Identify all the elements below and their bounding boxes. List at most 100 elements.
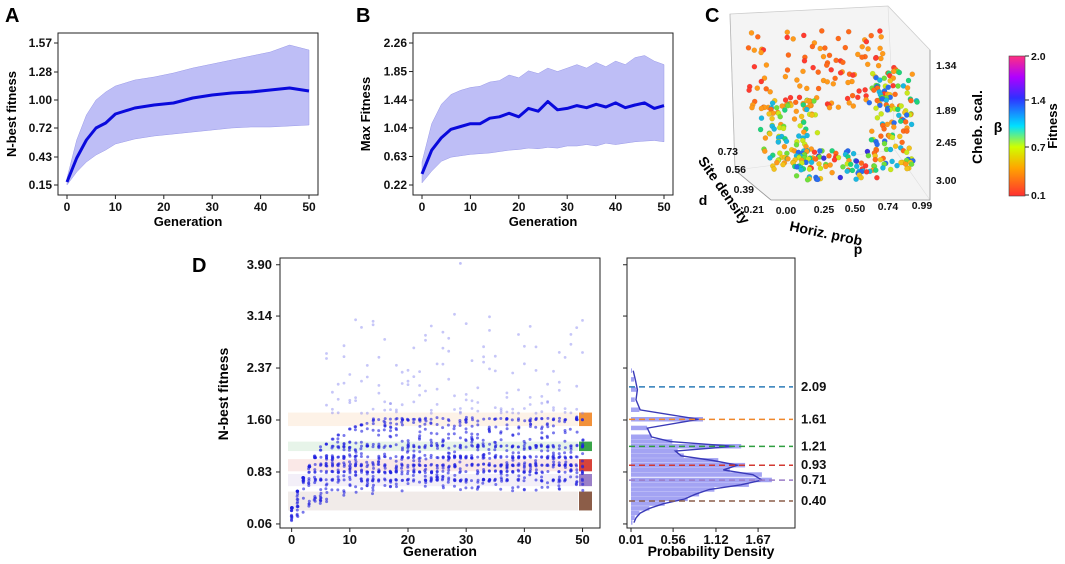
panel-c-point bbox=[855, 51, 861, 58]
panel-c-point bbox=[769, 115, 775, 122]
panel-d-outlier-point bbox=[528, 325, 532, 328]
panel-d-point bbox=[401, 418, 405, 421]
panel-d-xtick-label: 50 bbox=[575, 532, 589, 547]
panel-d-outlier-point bbox=[453, 394, 456, 398]
panel-c-point bbox=[845, 79, 851, 86]
panel-d-density-bar bbox=[631, 387, 637, 392]
panel-d-point bbox=[330, 469, 334, 473]
panel-d-point bbox=[523, 419, 527, 423]
panel-d-point bbox=[400, 423, 404, 427]
panel-d-point bbox=[511, 464, 515, 468]
panel-d-outlier-point bbox=[424, 333, 427, 337]
panel-d-point bbox=[505, 449, 509, 453]
panel-d-point bbox=[517, 426, 521, 430]
panel-c-point bbox=[877, 28, 883, 34]
panel-c-point bbox=[878, 34, 884, 40]
panel-b-ytick-label: 1.04 bbox=[384, 121, 408, 135]
panel-d-point bbox=[522, 479, 526, 483]
panel-c-point bbox=[798, 113, 805, 120]
panel-c-point bbox=[769, 100, 776, 106]
panel-c-point bbox=[808, 159, 815, 166]
panel-d-point bbox=[505, 427, 509, 431]
panel-d-outlier-point bbox=[546, 382, 549, 386]
panel-d-density-bar bbox=[631, 434, 652, 439]
panel-c-point bbox=[891, 124, 897, 130]
panel-d-point bbox=[418, 430, 422, 434]
panel-b-ytick-label: 0.63 bbox=[384, 149, 408, 163]
panel-d-reference-label: 0.71 bbox=[801, 472, 826, 487]
panel-d-point bbox=[487, 451, 491, 455]
panel-d-point bbox=[494, 425, 498, 429]
panel-c-point bbox=[869, 128, 875, 134]
panel-d-point bbox=[394, 443, 398, 447]
panel-d-point bbox=[499, 487, 503, 491]
panel-d-outlier-point bbox=[470, 359, 474, 362]
panel-d-xtick-label: 0 bbox=[288, 532, 295, 547]
panel-d-outlier-point bbox=[429, 324, 433, 328]
panel-c-point bbox=[898, 103, 904, 109]
panel-d-point bbox=[552, 431, 555, 435]
panel-d-point bbox=[319, 445, 322, 449]
panel-b-frame bbox=[412, 32, 674, 196]
panel-d-point bbox=[348, 440, 352, 444]
panel-d-point bbox=[429, 421, 433, 425]
panel-d-xlabel: Generation bbox=[403, 543, 477, 559]
panel-d-point bbox=[371, 442, 375, 446]
panel-c-point bbox=[826, 52, 833, 59]
panel-a-xtick-label: 30 bbox=[206, 200, 220, 214]
panel-d-point bbox=[435, 432, 439, 436]
panel-d-point bbox=[324, 478, 328, 482]
panel-c-point bbox=[817, 148, 823, 154]
panel-d-point bbox=[336, 440, 340, 444]
panel-d-outlier-point bbox=[400, 403, 404, 407]
panel-d-point bbox=[557, 461, 561, 465]
panel-c-point bbox=[864, 61, 871, 68]
panel-a-ylabel: N-best fitness bbox=[4, 71, 19, 157]
panel-c-point bbox=[762, 135, 769, 141]
panel-d-point bbox=[342, 463, 346, 467]
panel-c-point bbox=[877, 45, 883, 52]
panel-d-point bbox=[435, 473, 439, 477]
panel-c-point bbox=[881, 75, 888, 81]
panel-c-point bbox=[846, 100, 852, 106]
panel-d-point bbox=[522, 444, 526, 448]
panel-d-point bbox=[395, 428, 398, 432]
panel-d-point bbox=[522, 470, 526, 474]
panel-d-point bbox=[290, 515, 294, 519]
panel-d-point bbox=[423, 444, 427, 447]
panel-c-point bbox=[877, 77, 883, 83]
panel-d-point bbox=[354, 490, 358, 494]
panel-d-point bbox=[336, 433, 340, 437]
panel-d-point bbox=[395, 470, 398, 474]
panel-b-xtick-label: 40 bbox=[609, 200, 623, 214]
panel-c-point bbox=[814, 176, 821, 183]
panel-d-point bbox=[563, 456, 567, 460]
panel-d-xtick-label: 20 bbox=[401, 532, 415, 547]
panel-d-point bbox=[353, 454, 357, 458]
panel-d-point bbox=[337, 446, 341, 450]
panel-d-point bbox=[580, 459, 584, 463]
panel-c-point bbox=[767, 155, 773, 161]
panel-d-point bbox=[435, 463, 439, 467]
panel-d-point bbox=[301, 496, 305, 500]
panel-c-point bbox=[898, 159, 904, 166]
panel-c-point bbox=[782, 73, 789, 80]
panel-c-point bbox=[872, 156, 879, 163]
panel-d-point bbox=[359, 447, 363, 451]
panel-d-outlier-point bbox=[499, 409, 503, 412]
panel-d-point bbox=[499, 454, 503, 458]
panel-c-point bbox=[804, 177, 811, 183]
panel-c-xtick-label: 0.99 bbox=[912, 200, 933, 212]
panel-d-point bbox=[412, 459, 416, 463]
panel-d-point bbox=[459, 446, 463, 450]
panel-c-point bbox=[820, 53, 827, 60]
panel-d-point bbox=[569, 446, 573, 449]
panel-c-point bbox=[793, 173, 800, 179]
panel-d-point bbox=[418, 463, 421, 467]
panel-d-point bbox=[383, 452, 387, 456]
panel-d-outlier-point bbox=[348, 373, 352, 376]
panel-d-outlier-point bbox=[563, 407, 567, 410]
panel-d-point bbox=[535, 444, 539, 448]
panel-d-point bbox=[493, 478, 497, 482]
panel-d-outlier-point bbox=[342, 355, 346, 358]
